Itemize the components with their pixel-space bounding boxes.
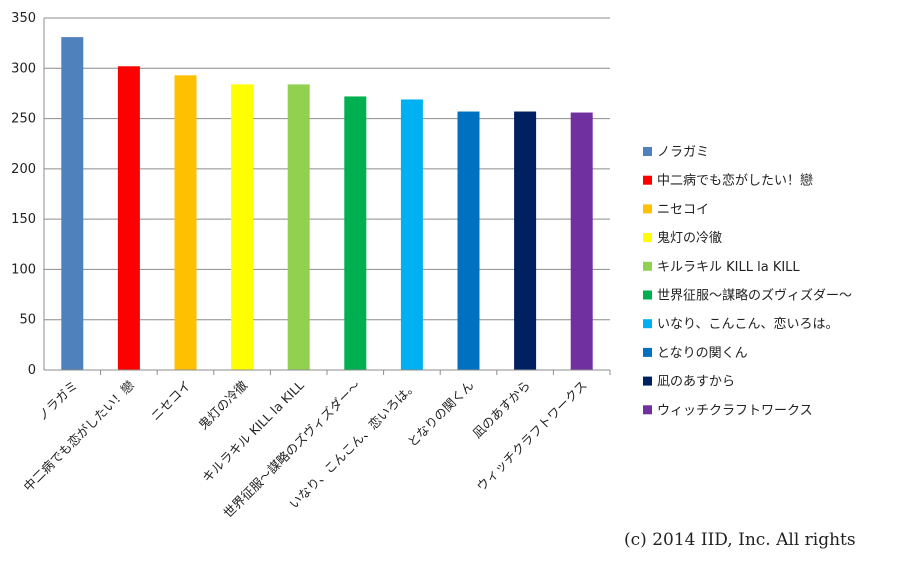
legend-label: 凪のあすから	[657, 375, 735, 390]
legend-swatch	[643, 147, 652, 156]
y-tick-label: 0	[28, 363, 36, 378]
bar	[344, 96, 367, 371]
legend-swatch	[643, 175, 652, 185]
bar	[287, 84, 310, 371]
y-tick-label: 100	[11, 262, 36, 277]
x-tick-label: 鬼灯の冷徹	[195, 377, 250, 432]
y-tick-label: 350	[11, 11, 36, 26]
x-tick-label: キルラキル KILL la KILL	[199, 377, 307, 485]
legend-swatch	[643, 319, 652, 329]
legend-label: ニセコイ	[657, 202, 709, 217]
x-tick-label: ウィッチクラフトワークス	[473, 378, 589, 494]
y-tick-label: 300	[11, 61, 36, 76]
copyright-footer: (c) 2014 IID, Inc. All rights	[624, 530, 856, 550]
legend-label: いなり、こんこん、恋いろは。	[657, 316, 838, 332]
bar	[231, 84, 254, 371]
legend-label: 中二病でも恋がしたい！戀	[657, 173, 813, 189]
legend-swatch	[643, 204, 652, 214]
y-tick-label: 250	[11, 112, 36, 127]
y-axis: 0 50 100 150 200 250 300 350	[11, 11, 45, 378]
legend-label: キルラキル KILL la KILL	[657, 260, 800, 275]
bar	[174, 75, 197, 370]
bar	[457, 111, 480, 370]
bars	[61, 37, 593, 371]
x-tick-label: 中二病でも恋がしたい！戀	[20, 377, 137, 494]
y-tick-label: 50	[19, 313, 36, 328]
legend-label: ウィッチクラフトワークス	[657, 403, 813, 418]
legend-swatch	[643, 290, 652, 300]
x-tick-label: ノラガミ	[34, 378, 80, 424]
legend-label: ノラガミ	[657, 145, 709, 160]
bar	[117, 66, 140, 370]
y-tick-label: 150	[11, 212, 36, 227]
legend-label: となりの関くん	[657, 346, 748, 361]
legend-label: 鬼灯の冷徹	[657, 230, 722, 246]
bar	[400, 99, 423, 370]
legend-swatch	[643, 376, 652, 386]
y-tick-label: 200	[11, 162, 36, 177]
bar	[514, 111, 537, 370]
legend-swatch	[643, 233, 652, 243]
x-tick-label: ニセコイ	[148, 378, 194, 424]
legend-swatch	[643, 261, 652, 271]
legend-label: 世界征服～謀略のズヴィズダー～	[657, 288, 852, 304]
bar	[570, 112, 593, 370]
legend-swatch	[643, 405, 652, 415]
x-tick-label: 凪のあすから	[470, 378, 534, 442]
legend-swatch	[643, 347, 652, 357]
bar	[61, 37, 84, 370]
